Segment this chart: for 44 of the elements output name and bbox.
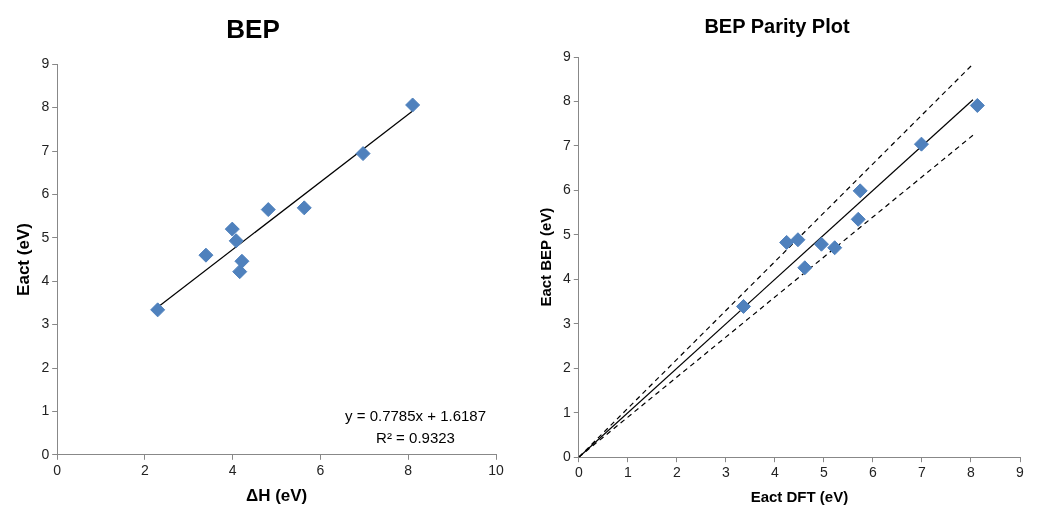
x-tick-label: 2 — [672, 464, 681, 481]
y-tick-label: 6 — [562, 181, 571, 198]
x-tick-label: 0 — [574, 464, 583, 481]
x-tick-label: 0 — [53, 462, 62, 479]
x-tick-label: 8 — [404, 462, 413, 479]
y-tick-label: 7 — [562, 136, 571, 153]
y-tick-label: 2 — [562, 359, 571, 376]
y-tick-label: 8 — [562, 92, 571, 109]
x-tick-label: 10 — [488, 462, 504, 479]
x-tick-label: 5 — [820, 464, 829, 481]
y-tick-label: 0 — [562, 448, 571, 465]
y-tick-label: 1 — [41, 402, 50, 419]
y-tick-label: 5 — [562, 225, 571, 242]
y-tick-label: 3 — [562, 314, 571, 331]
y-tick-label: 4 — [41, 272, 50, 289]
y-tick-label: 8 — [41, 98, 50, 115]
y-tick-label: 3 — [41, 315, 50, 332]
x-tick-label: 8 — [967, 464, 976, 481]
x-tick-label: 1 — [623, 464, 632, 481]
y-tick-label: 9 — [562, 47, 571, 64]
x-axis-title: ΔH (eV) — [245, 486, 308, 506]
x-tick-label: 6 — [869, 464, 878, 481]
y-tick-label: 0 — [41, 445, 50, 462]
x-tick-label: 3 — [721, 464, 730, 481]
y-tick-label: 5 — [41, 228, 50, 245]
x-tick-label: 9 — [1016, 464, 1025, 481]
x-tick-label: 2 — [141, 462, 150, 479]
y-tick-label: 7 — [41, 141, 50, 158]
y-tick-label: 2 — [41, 358, 50, 375]
y-tick-label: 6 — [41, 185, 50, 202]
chart-title: BEP Parity Plot — [704, 14, 850, 37]
y-axis-title: Eact BEP (eV) — [537, 207, 555, 307]
x-tick-label: 4 — [770, 464, 779, 481]
y-tick-label: 1 — [562, 403, 571, 420]
x-axis-title: Eact DFT (eV) — [750, 488, 849, 506]
chart-title: BEP — [226, 13, 280, 44]
x-tick-label: 6 — [316, 462, 325, 479]
x-tick-label: 4 — [228, 462, 237, 479]
annotation: y = 0.7785x + 1.6187 — [345, 406, 486, 424]
y-tick-label: 9 — [41, 55, 50, 72]
y-axis-title: Eact (eV) — [13, 223, 33, 296]
x-tick-label: 7 — [918, 464, 927, 481]
annotation: R² = 0.9323 — [376, 428, 455, 446]
y-tick-label: 4 — [562, 270, 571, 287]
